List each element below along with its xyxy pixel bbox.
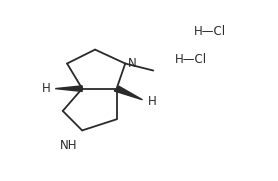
Text: H—Cl: H—Cl [175,53,207,66]
Text: H: H [148,95,157,108]
Text: NH: NH [59,139,77,151]
Polygon shape [114,86,143,100]
Polygon shape [55,86,82,91]
Text: N: N [128,57,136,70]
Text: H: H [42,82,51,95]
Text: H—Cl: H—Cl [194,25,226,38]
